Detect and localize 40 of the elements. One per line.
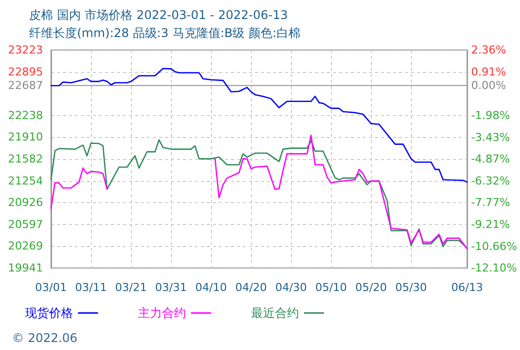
x-tick-label: 04/10: [195, 281, 227, 294]
y2-tick-label: -1.98%: [471, 108, 510, 122]
x-tick-label: 05/20: [355, 281, 387, 294]
x-tick-label: 04/30: [275, 281, 307, 294]
text: © 2022.06: [12, 331, 78, 345]
x-tick-label: 04/20: [235, 281, 267, 294]
y2-tick-label: 2.36%: [471, 44, 506, 56]
y2-tick-label: -10.66%: [471, 240, 518, 253]
x-tick-label: 05/10: [315, 281, 347, 294]
y-tick-label: 22895: [8, 65, 43, 78]
y-tick-label: 20269: [8, 240, 43, 253]
legend-label: 最近合约: [251, 306, 299, 320]
chart-subtitle: 纤维长度(mm):28 品级:3 马克隆值:B级 颜色:白棉: [29, 26, 300, 40]
y2-tick-label: -3.43%: [471, 130, 510, 144]
y2-tick-label: -12.10%: [471, 262, 518, 274]
y-tick-label: 19941: [8, 262, 43, 274]
y-tick-label: 21582: [8, 152, 43, 166]
y2-tick-label: -6.32%: [471, 174, 510, 188]
y-tick-label: 22687: [8, 79, 43, 92]
y-tick-label: 22238: [8, 108, 43, 122]
x-tick-label: 03/21: [115, 281, 147, 294]
y2-tick-label: 0.00%: [471, 79, 506, 92]
y-tick-label: 20926: [8, 196, 43, 210]
x-tick-label: 03/31: [155, 281, 187, 294]
line-series: [50, 68, 468, 183]
y2-tick-label: -7.77%: [471, 196, 510, 210]
y2-tick-label: -4.87%: [471, 152, 510, 166]
x-tick-label: 03/11: [75, 281, 107, 294]
y2-tick-label: -9.21%: [471, 218, 510, 231]
legend-label: 现货价格: [25, 306, 73, 320]
x-tick-label: 06/13: [451, 281, 483, 294]
y2-tick-label: 0.91%: [471, 65, 506, 78]
y-tick-label: 20597: [8, 218, 43, 231]
x-tick-label: 03/01: [35, 281, 67, 294]
y-tick-label: 23223: [8, 44, 43, 56]
legend-label: 主力合约: [138, 306, 186, 320]
x-tick-label: 05/30: [395, 281, 427, 294]
y-tick-label: 21254: [8, 174, 43, 188]
y-tick-label: 21910: [8, 130, 43, 144]
chart-title: 皮棉 国内 市场价格 2022-03-01 - 2022-06-13: [29, 8, 288, 22]
